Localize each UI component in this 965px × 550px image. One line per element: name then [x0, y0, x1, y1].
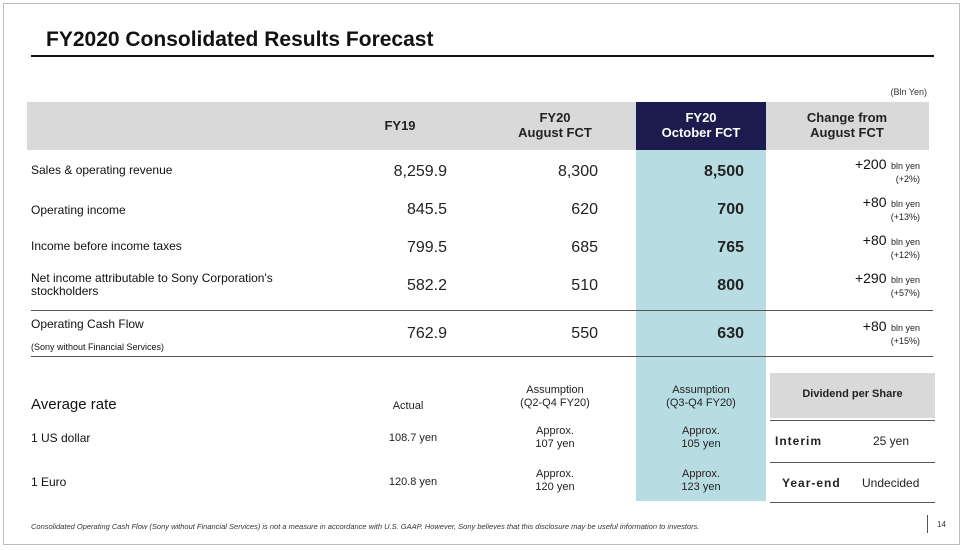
change-percent: (+15%): [890, 336, 920, 346]
oct-assumption: Assumption (Q3-Q4 FY20): [636, 384, 766, 410]
aug-value: 510: [571, 277, 598, 294]
aug-assumption-line2: (Q2-Q4 FY20): [520, 397, 590, 409]
dividend-title: Dividend per Share: [802, 388, 903, 400]
change-unit: bln yen: [890, 161, 920, 171]
header-change: Change from August FCT: [782, 110, 912, 140]
change-value: +200: [854, 156, 887, 172]
euro-actual: 120.8 yen: [388, 476, 438, 488]
change-percent: (+12%): [890, 250, 920, 260]
oct-value: 700: [717, 201, 744, 218]
change-unit: bln yen: [890, 323, 920, 333]
october-header-cell: [636, 102, 766, 150]
change-percent: (+13%): [890, 212, 920, 222]
usd-aug: Approx. 107 yen: [490, 425, 620, 451]
change-percent: (+57%): [890, 288, 920, 298]
aug-assumption: Assumption (Q2-Q4 FY20): [490, 384, 620, 410]
change-cell: +290 bln yen (+57%): [854, 270, 920, 300]
dividend-header-box: [770, 373, 935, 418]
dividend-separator: [770, 502, 935, 503]
oct-value: 800: [717, 277, 744, 294]
euro-aug-line2: 120 yen: [535, 481, 575, 493]
fy19-value: 8,259.9: [393, 163, 447, 180]
change-value: +80: [862, 194, 887, 210]
dividend-yearend-label: Year-end: [782, 476, 841, 490]
header-fy19: FY19: [384, 118, 416, 133]
fy19-value: 799.5: [406, 239, 447, 256]
aug-assumption-line1: Assumption: [526, 384, 584, 396]
oct-assumption-line2: (Q3-Q4 FY20): [666, 397, 736, 409]
change-unit: bln yen: [890, 237, 920, 247]
row-label: Net income attributable to Sony Corporat…: [31, 271, 273, 298]
euro-oct-line1: Approx.: [682, 468, 720, 480]
page-number-bar: [927, 515, 928, 533]
footnote: Consolidated Operating Cash Flow (Sony w…: [31, 522, 700, 531]
change-cell: +80 bln yen (+12%): [862, 232, 920, 262]
change-value: +80: [862, 232, 887, 248]
change-percent: (+2%): [895, 174, 920, 184]
actual-label: Actual: [392, 400, 424, 412]
oct-value: 8,500: [703, 163, 744, 180]
header-aug-line2: August FCT: [518, 125, 592, 140]
header-band: [27, 102, 929, 150]
unit-label: (Bln Yen): [890, 87, 927, 97]
fy19-value: 762.9: [406, 325, 447, 342]
oct-value: 765: [717, 239, 744, 256]
aug-value: 685: [571, 239, 598, 256]
header-aug: FY20 August FCT: [490, 110, 620, 140]
row-separator: [31, 310, 933, 311]
header-oct-line1: FY20: [685, 110, 717, 125]
change-value: +80: [862, 318, 887, 334]
usd-label: 1 US dollar: [31, 431, 91, 445]
oct-assumption-line1: Assumption: [672, 384, 730, 396]
usd-oct-line2: 105 yen: [681, 438, 721, 450]
header-aug-line1: FY20: [539, 110, 571, 125]
fy19-value: 845.5: [406, 201, 447, 218]
usd-aug-line2: 107 yen: [535, 438, 575, 450]
change-value: +290: [854, 270, 887, 286]
dividend-interim-label: Interim: [775, 434, 823, 448]
header-oct-line2: October FCT: [661, 125, 741, 140]
aug-value: 8,300: [557, 163, 598, 180]
change-cell: +200 bln yen (+2%): [854, 156, 920, 186]
change-cell: +80 bln yen (+15%): [862, 318, 920, 348]
row-label: Operating income: [31, 203, 126, 217]
row-label: Operating Cash Flow: [31, 317, 144, 331]
title-underline: [31, 55, 934, 57]
euro-oct: Approx. 123 yen: [636, 468, 766, 494]
dividend-yearend-value: Undecided: [862, 476, 920, 490]
fy19-value: 582.2: [406, 277, 447, 294]
october-column-highlight: [636, 150, 766, 501]
row-sublabel: (Sony without Financial Services): [31, 342, 165, 352]
header-change-line1: Change from: [806, 110, 888, 125]
header-oct: FY20 October FCT: [636, 110, 766, 140]
euro-oct-line2: 123 yen: [681, 481, 721, 493]
oct-value: 630: [717, 325, 744, 342]
dividend-separator: [770, 420, 935, 421]
change-cell: +80 bln yen (+13%): [862, 194, 920, 224]
header-change-line2: August FCT: [810, 125, 884, 140]
page-number: 14: [937, 520, 946, 529]
row-label: Sales & operating revenue: [31, 163, 173, 177]
usd-aug-line1: Approx.: [536, 425, 574, 437]
usd-oct: Approx. 105 yen: [636, 425, 766, 451]
change-unit: bln yen: [890, 199, 920, 209]
usd-oct-line1: Approx.: [682, 425, 720, 437]
aug-value: 620: [571, 201, 598, 218]
page-title: FY2020 Consolidated Results Forecast: [46, 28, 434, 51]
row-separator: [31, 356, 933, 357]
aug-value: 550: [571, 325, 598, 342]
euro-aug: Approx. 120 yen: [490, 468, 620, 494]
average-rate-title: Average rate: [31, 396, 117, 413]
euro-aug-line1: Approx.: [536, 468, 574, 480]
slide-frame: [3, 3, 960, 545]
euro-label: 1 Euro: [31, 475, 67, 489]
usd-actual: 108.7 yen: [388, 432, 438, 444]
change-unit: bln yen: [890, 275, 920, 285]
row-label: Income before income taxes: [31, 239, 182, 253]
dividend-separator: [770, 462, 935, 463]
dividend-interim-value: 25 yen: [873, 434, 910, 448]
